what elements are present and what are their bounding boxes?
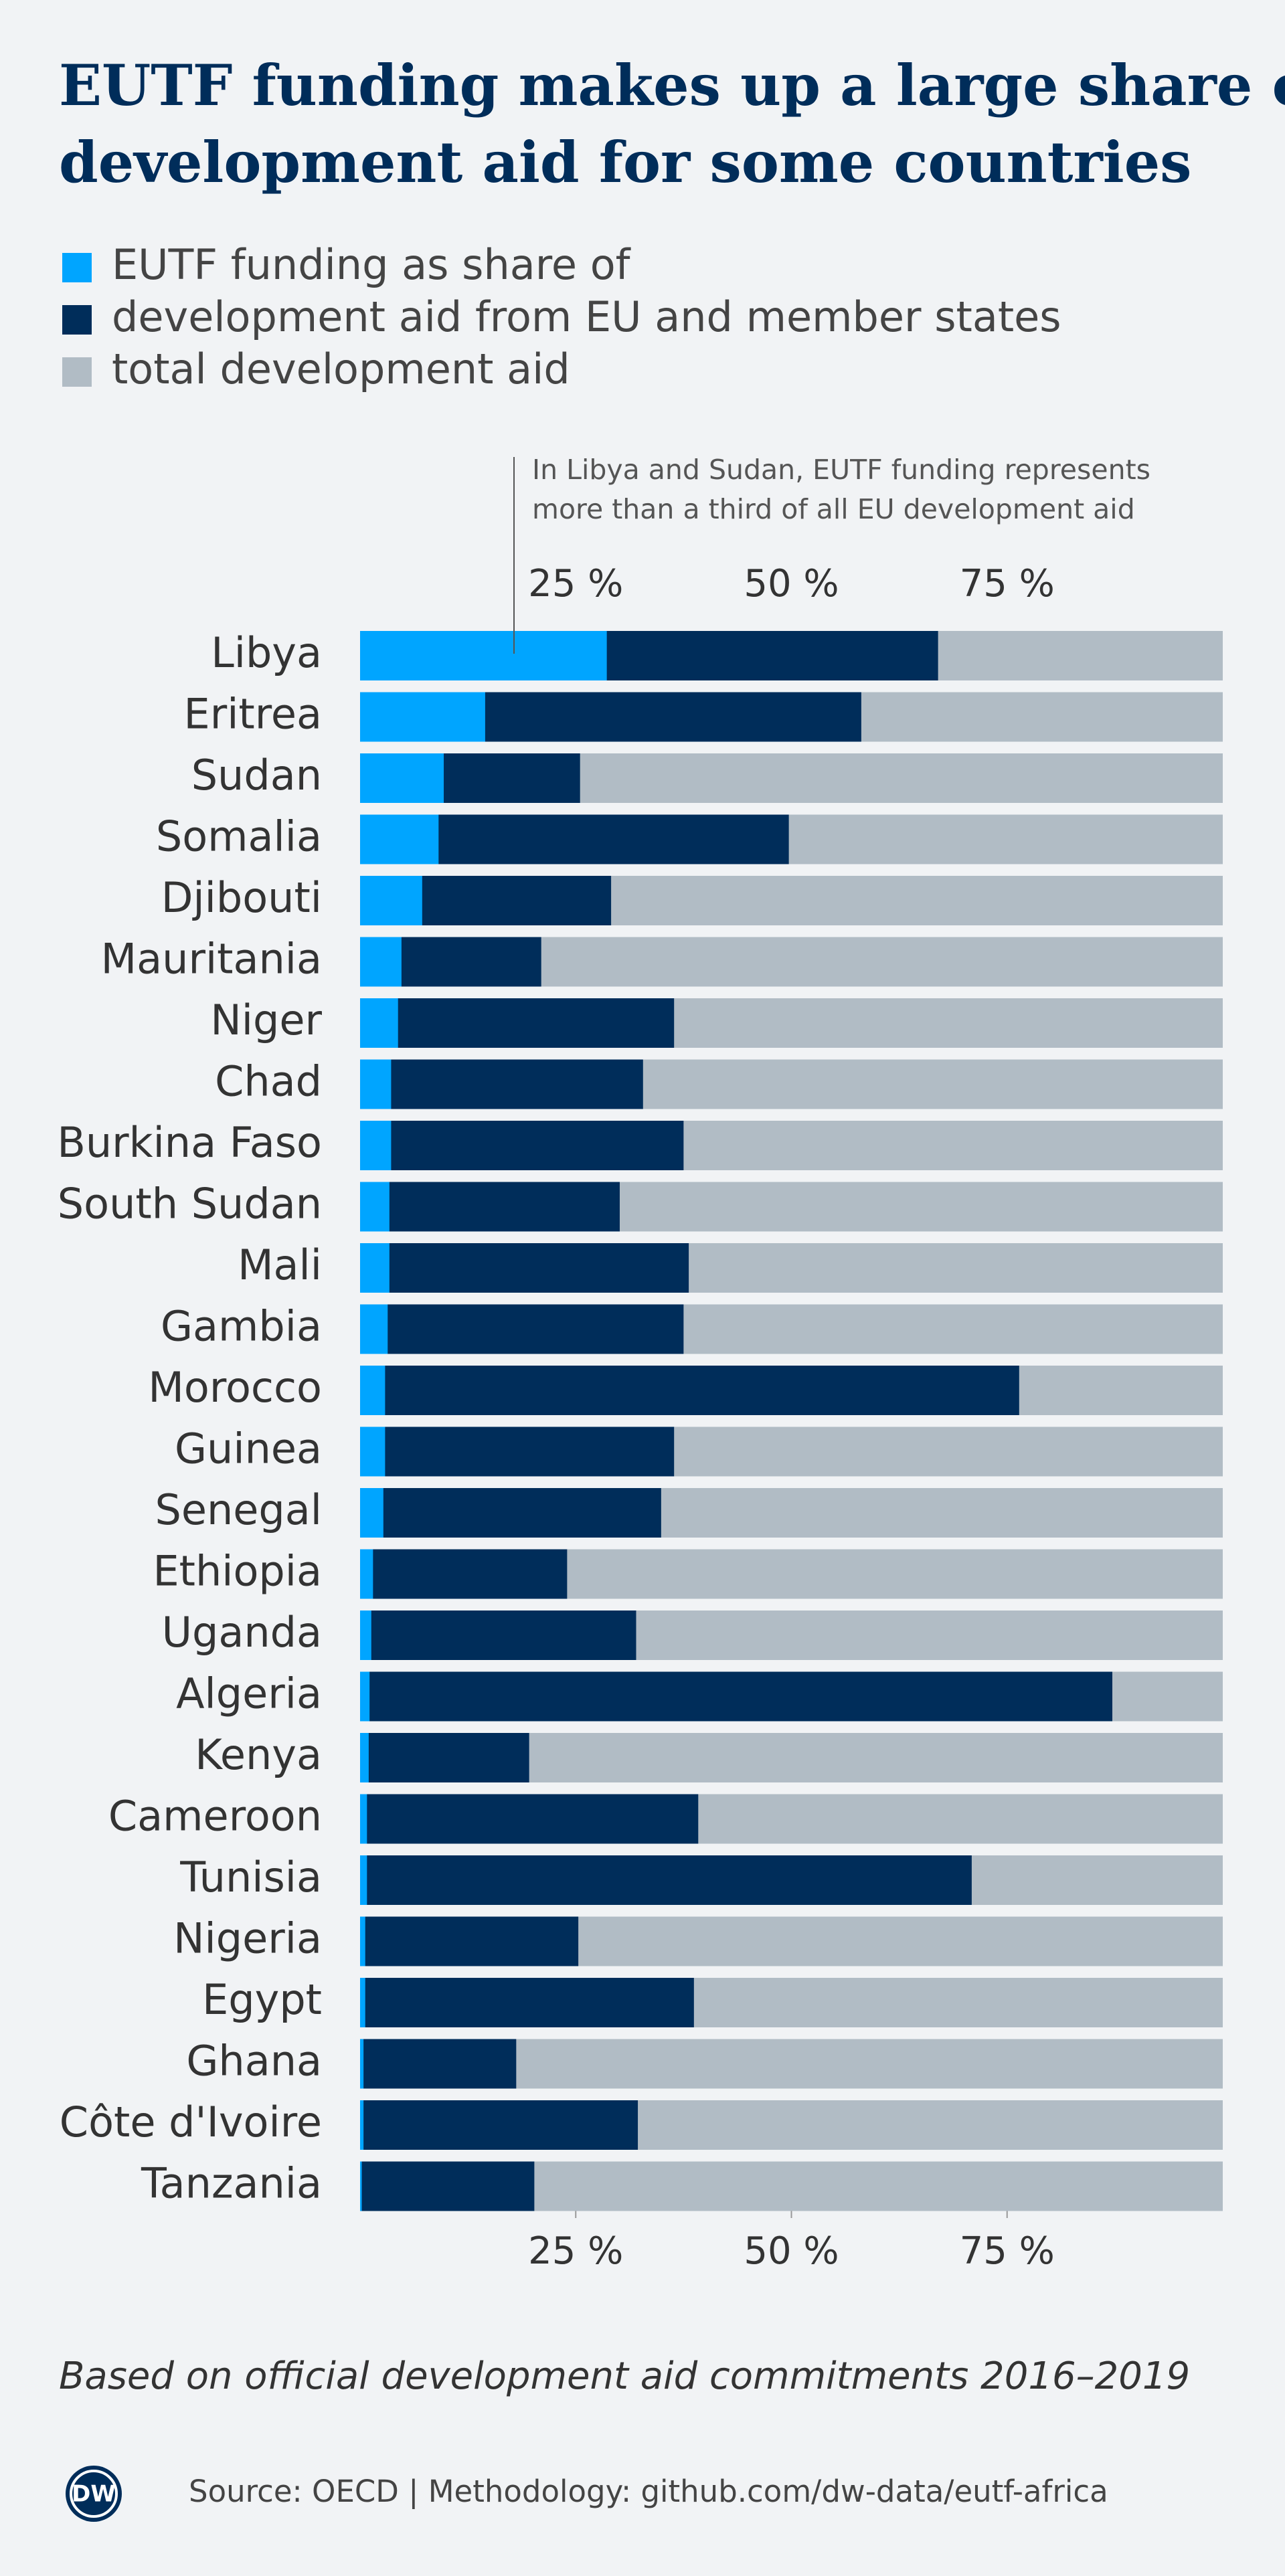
bar xyxy=(360,1366,1019,1415)
bar xyxy=(360,1978,694,2027)
legend-swatch xyxy=(62,357,92,387)
bar xyxy=(360,1794,367,1844)
category-label: Mauritania xyxy=(101,935,322,984)
bar xyxy=(360,753,444,803)
category-label: Gambia xyxy=(161,1302,322,1351)
chart-title: development aid for some countries xyxy=(59,129,1191,195)
logo xyxy=(66,2466,122,2522)
bar xyxy=(360,937,402,987)
bar xyxy=(360,2100,364,2150)
category-label: Nigeria xyxy=(173,1914,322,1963)
x-tick-label: 25 % xyxy=(528,2229,623,2273)
bar xyxy=(360,1488,383,1538)
bar xyxy=(360,1611,636,1660)
category-label: Libya xyxy=(211,628,322,677)
note: Based on official development aid commit… xyxy=(59,2355,1190,2398)
bar xyxy=(360,876,422,925)
bar xyxy=(360,998,398,1048)
bar xyxy=(360,1855,367,1905)
x-tick-label: 50 % xyxy=(744,2229,839,2273)
x-tick-label: 75 % xyxy=(960,2229,1055,2273)
category-label: Egypt xyxy=(202,1975,322,2024)
bar xyxy=(360,631,607,680)
bar xyxy=(360,2161,535,2211)
bar xyxy=(360,814,439,864)
x-tick-label: 75 % xyxy=(960,562,1055,606)
legend-label: total development aid xyxy=(112,345,570,393)
logo-text: DW xyxy=(72,2481,116,2508)
bar xyxy=(360,1549,373,1599)
category-label: Somalia xyxy=(156,812,322,861)
bar xyxy=(360,1427,386,1477)
category-label: Cameroon xyxy=(108,1792,322,1841)
category-label: Tanzania xyxy=(141,2159,322,2208)
bar xyxy=(360,2161,362,2211)
bar xyxy=(360,1059,392,1109)
category-label: Morocco xyxy=(148,1363,322,1412)
category-label: Niger xyxy=(210,996,322,1044)
category-label: Ghana xyxy=(186,2037,322,2086)
legend-label: development aid from EU and member state… xyxy=(112,292,1061,341)
bar xyxy=(360,1671,1113,1722)
bar xyxy=(360,2039,364,2089)
bar xyxy=(360,1243,689,1293)
bar xyxy=(360,1916,579,1966)
bar xyxy=(360,2100,638,2150)
category-label: Côte d'Ivoire xyxy=(60,2098,322,2146)
category-label: Senegal xyxy=(155,1485,322,1534)
category-label: Eritrea xyxy=(184,690,322,739)
annotation: In Libya and Sudan, EUTF funding represe… xyxy=(532,454,1150,486)
category-label: Burkina Faso xyxy=(57,1118,322,1167)
legend-swatch xyxy=(62,253,92,282)
category-label: Uganda xyxy=(162,1608,322,1657)
bar xyxy=(360,1182,390,1232)
category-label: South Sudan xyxy=(58,1180,322,1228)
category-label: Djibouti xyxy=(161,873,322,922)
bar xyxy=(360,1978,365,2027)
bar xyxy=(360,1794,699,1844)
bar xyxy=(360,1855,972,1905)
bar xyxy=(360,1549,568,1599)
category-label: Mali xyxy=(238,1240,322,1289)
bar xyxy=(360,692,485,742)
bar xyxy=(360,1121,684,1170)
category-label: Chad xyxy=(215,1057,322,1106)
source: Source: OECD | Methodology: github.com/d… xyxy=(189,2474,1108,2509)
legend-swatch xyxy=(62,305,92,335)
category-label: Algeria xyxy=(176,1669,322,1718)
bar xyxy=(360,1733,369,1782)
bar xyxy=(360,998,675,1048)
bar xyxy=(360,1121,392,1170)
bar xyxy=(360,1304,388,1354)
chart-title: EUTF funding makes up a large share of xyxy=(59,52,1285,118)
bar xyxy=(360,1916,365,1966)
bar xyxy=(360,1733,529,1782)
category-label: Ethiopia xyxy=(153,1547,322,1596)
category-label: Guinea xyxy=(175,1424,322,1473)
bar xyxy=(360,1671,370,1722)
bar xyxy=(360,1488,661,1538)
category-label: Tunisia xyxy=(179,1853,322,1902)
category-label: Sudan xyxy=(191,751,322,800)
x-tick-label: 50 % xyxy=(744,562,839,606)
bar xyxy=(360,1304,684,1354)
x-tick-label: 25 % xyxy=(528,562,623,606)
bar xyxy=(360,1182,620,1232)
logo-ring xyxy=(70,2470,118,2518)
bar xyxy=(360,1243,390,1293)
legend-label: EUTF funding as share of xyxy=(112,240,632,289)
bar xyxy=(360,1059,643,1109)
bar xyxy=(360,1366,386,1415)
category-label: Kenya xyxy=(195,1730,322,1779)
annotation: more than a third of all EU development … xyxy=(532,493,1135,525)
bar xyxy=(360,1427,675,1477)
bar xyxy=(360,2039,517,2089)
bar xyxy=(360,1611,371,1660)
